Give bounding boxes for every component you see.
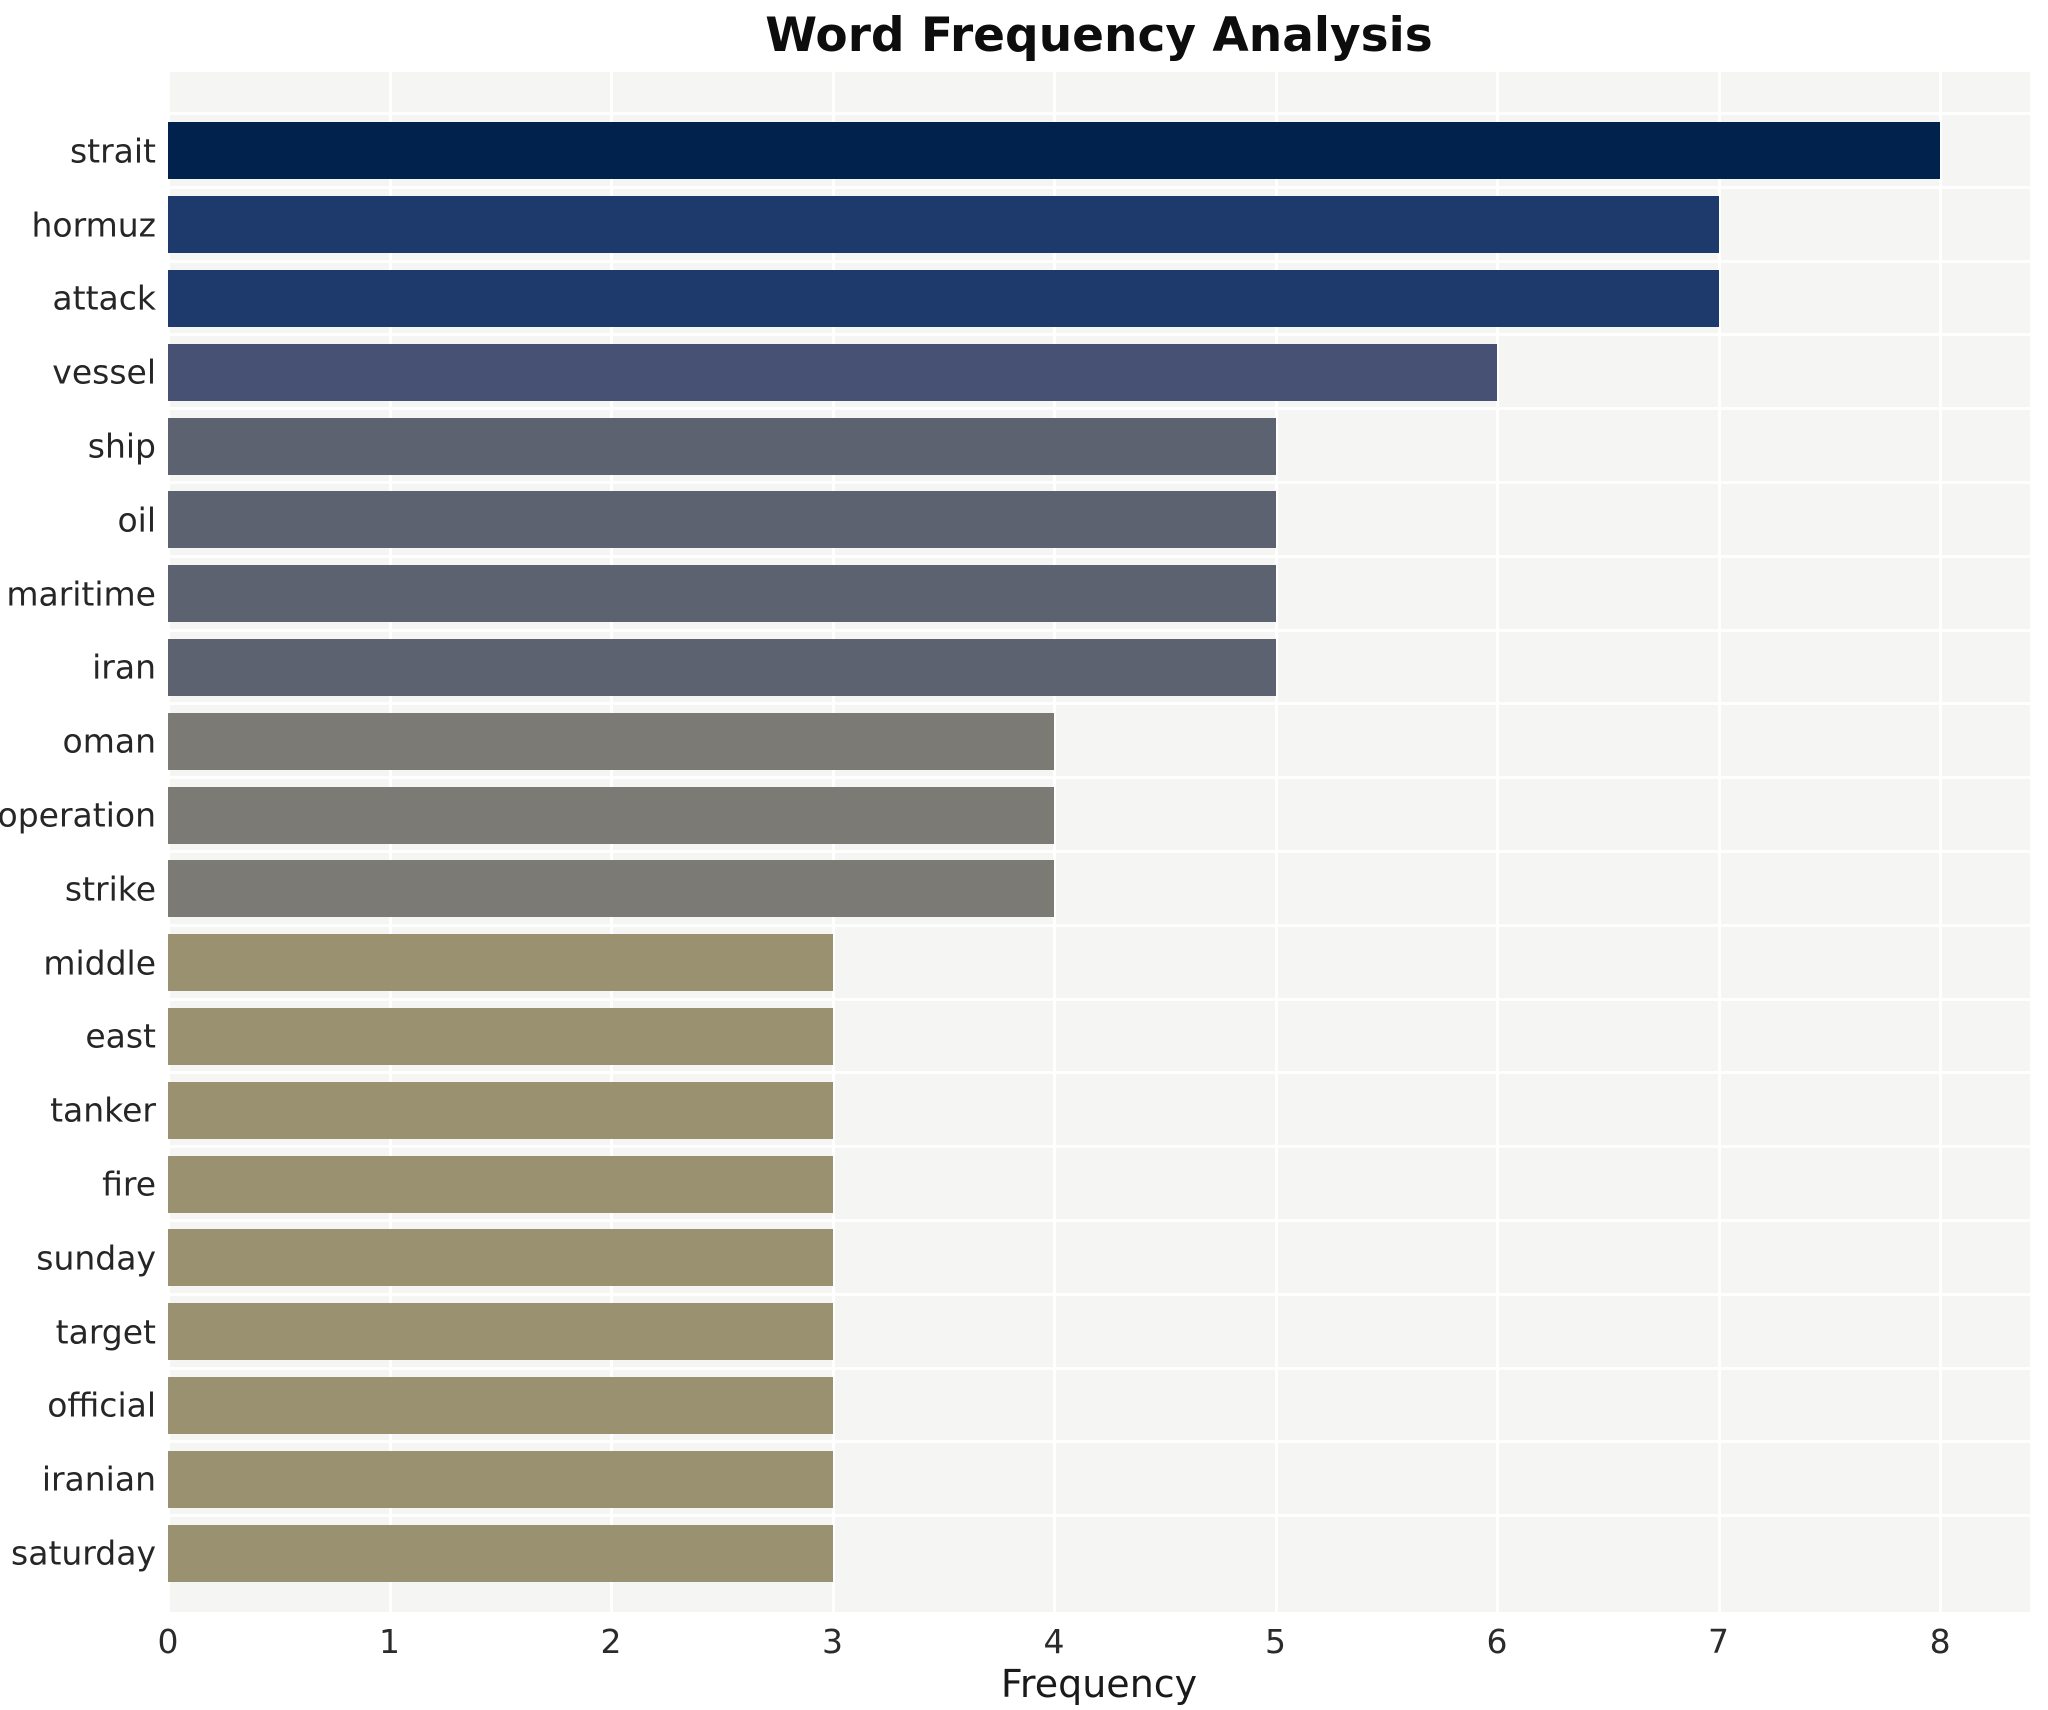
x-tick-label-5: 5 bbox=[1265, 1622, 1287, 1661]
bar-saturday bbox=[168, 1524, 833, 1582]
bar-row: attack bbox=[52, 259, 2030, 336]
x-tick-label-4: 4 bbox=[1043, 1622, 1065, 1661]
bar-row: fire bbox=[102, 1145, 2030, 1221]
bar-east bbox=[168, 1007, 833, 1065]
bar-target bbox=[168, 1303, 833, 1361]
category-label: target bbox=[55, 1312, 156, 1352]
category-label: east bbox=[85, 1016, 156, 1056]
category-label: operation bbox=[0, 795, 156, 835]
category-label: ship bbox=[87, 426, 156, 466]
bar-ship bbox=[168, 417, 1276, 475]
gridline-x-8 bbox=[1939, 72, 1943, 1612]
category-label: fire bbox=[102, 1164, 156, 1204]
category-label: maritime bbox=[6, 574, 156, 614]
bar-row: official bbox=[47, 1366, 2030, 1443]
category-label: hormuz bbox=[31, 205, 156, 245]
bar-middle bbox=[168, 934, 833, 992]
category-label: tanker bbox=[50, 1090, 156, 1130]
bar-tanker bbox=[168, 1081, 833, 1139]
category-label: iran bbox=[92, 647, 156, 687]
bar-row: iran bbox=[92, 628, 2030, 705]
x-tick-label-3: 3 bbox=[822, 1622, 844, 1661]
bar-strait bbox=[168, 122, 1941, 180]
bar-row: strike bbox=[65, 849, 2030, 926]
gridline-x-6 bbox=[1496, 72, 1500, 1612]
bar-row: iranian bbox=[42, 1440, 2030, 1516]
bar-row: tanker bbox=[50, 1071, 2030, 1147]
x-tick-label-1: 1 bbox=[379, 1622, 400, 1661]
bar-row: saturday bbox=[11, 1514, 2030, 1590]
bar-row: oman bbox=[63, 702, 2030, 778]
category-label: vessel bbox=[52, 352, 156, 392]
bar-attack bbox=[168, 269, 1719, 327]
x-tick-label-0: 0 bbox=[157, 1622, 179, 1661]
bar-rows-container: strait hormuz attack vessel ship oil maritime i… bbox=[0, 72, 2030, 1612]
bar-strike bbox=[168, 860, 1055, 918]
gridline-x-5 bbox=[1274, 72, 1278, 1612]
bar-row: sunday bbox=[36, 1218, 2030, 1295]
category-label: strait bbox=[69, 131, 156, 171]
bar-hormuz bbox=[168, 196, 1719, 254]
x-axis-label: Frequency bbox=[1000, 1662, 1198, 1706]
category-label: oman bbox=[62, 721, 156, 761]
x-tick-label-8: 8 bbox=[1929, 1622, 1951, 1661]
category-label: official bbox=[47, 1385, 156, 1425]
chart-title: Word Frequency Analysis bbox=[765, 8, 1433, 63]
category-label: attack bbox=[52, 278, 156, 318]
bar-iran bbox=[168, 638, 1276, 696]
category-label: saturday bbox=[11, 1533, 156, 1573]
bar-row: strait bbox=[70, 112, 2030, 188]
category-label: iranian bbox=[41, 1459, 156, 1499]
x-tick-label-6: 6 bbox=[1486, 1622, 1508, 1661]
bar-row: hormuz bbox=[32, 185, 2030, 262]
plot-area: strait hormuz attack vessel ship oil maritime i… bbox=[0, 72, 2030, 1612]
bar-operation bbox=[168, 786, 1055, 844]
bar-oman bbox=[168, 712, 1055, 770]
bar-row: maritime bbox=[6, 554, 2030, 631]
category-label: oil bbox=[117, 500, 156, 540]
bar-sunday bbox=[168, 1229, 833, 1287]
bar-iranian bbox=[168, 1450, 833, 1508]
bar-row: middle bbox=[43, 923, 2030, 1000]
category-label: sunday bbox=[36, 1238, 156, 1278]
x-tick-label-7: 7 bbox=[1708, 1622, 1730, 1661]
bar-fire bbox=[168, 1155, 833, 1213]
gridline-x-4 bbox=[1053, 72, 1057, 1612]
bar-row: east bbox=[85, 997, 2030, 1074]
bar-row: oil bbox=[117, 480, 2030, 557]
bar-maritime bbox=[168, 565, 1276, 623]
bar-row: target bbox=[56, 1292, 2030, 1369]
bar-vessel bbox=[168, 343, 1498, 401]
bar-row: ship bbox=[88, 407, 2030, 483]
category-label: middle bbox=[43, 943, 156, 983]
bar-row: operation bbox=[0, 776, 2030, 852]
bar-oil bbox=[168, 491, 1276, 549]
bar-official bbox=[168, 1376, 833, 1434]
bar-row: vessel bbox=[52, 333, 2030, 409]
x-tick-label-2: 2 bbox=[600, 1622, 622, 1661]
gridline-x-7 bbox=[1717, 72, 1721, 1612]
category-label: strike bbox=[64, 869, 156, 909]
